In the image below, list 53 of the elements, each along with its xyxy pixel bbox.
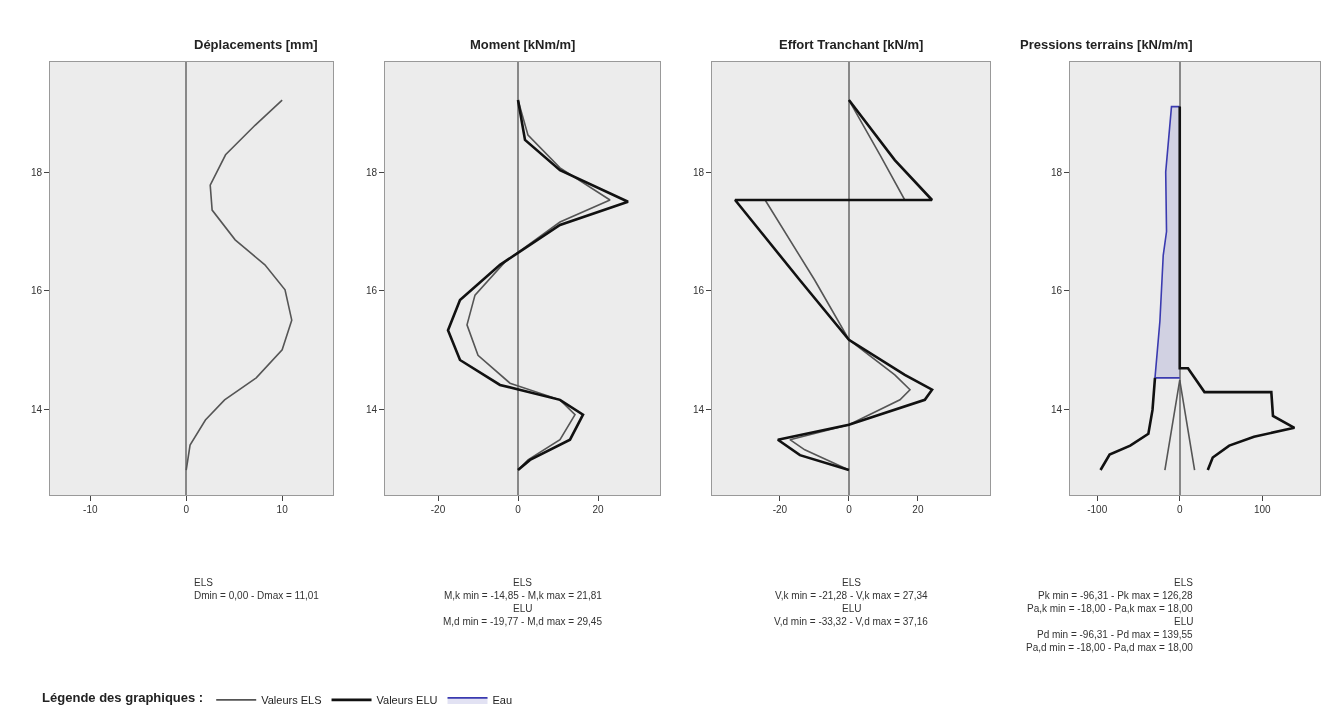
x-tick-label: -20 <box>772 504 788 515</box>
legend-title: Légende des graphiques : <box>42 690 204 706</box>
text: ELS <box>1174 577 1194 588</box>
y-tick-label: 16 <box>30 285 43 297</box>
legend-label: Valeurs ELU <box>376 694 438 707</box>
y-tick-label: 14 <box>365 404 378 416</box>
x-tick-label: 20 <box>912 504 924 515</box>
x-tick-label: 20 <box>592 504 604 515</box>
text: Pk min = -96,31 - Pk max = 126,28 <box>1038 590 1193 601</box>
text: ELU <box>513 603 533 614</box>
x-tick-label: 0 <box>183 504 190 515</box>
y-tick-label: 18 <box>30 166 43 178</box>
line-series <box>1178 105 1296 472</box>
y-tick-label: 14 <box>30 404 43 416</box>
x-tick-label: 0 <box>846 504 853 515</box>
y-tick-label: 18 <box>365 166 378 178</box>
x-tick-label: -20 <box>430 504 446 515</box>
text: ELS <box>194 577 214 588</box>
text: V,d min = -33,32 - V,d max = 37,16 <box>774 616 929 627</box>
x-tick-label: 0 <box>515 504 522 515</box>
line-series <box>733 98 934 472</box>
text: ELS <box>842 577 862 588</box>
text: ELU <box>1174 616 1194 627</box>
chart-title: Pressions terrains [kN/m/m] <box>1020 37 1193 52</box>
x-tick-label: 100 <box>1253 504 1272 515</box>
y-tick-label: 14 <box>692 404 705 416</box>
text: V,k min = -21,28 - V,k max = 27,34 <box>775 590 929 601</box>
text: M,d min = -19,77 - M,d max = 29,45 <box>443 616 603 627</box>
y-tick-label: 14 <box>1050 404 1063 416</box>
x-tick-label: -10 <box>83 504 98 515</box>
text: M,k min = -14,85 - M,k max = 21,81 <box>444 590 603 601</box>
x-tick-label: -100 <box>1087 504 1108 515</box>
y-tick-label: 16 <box>1050 285 1063 297</box>
chart-title: Effort Tranchant [kN/m] <box>779 37 924 52</box>
text: ELU <box>842 603 862 614</box>
text: Pa,k min = -18,00 - Pa,k max = 18,00 <box>1027 603 1194 614</box>
line-series <box>1099 376 1157 472</box>
y-tick-label: 18 <box>692 166 705 178</box>
text: Pa,d min = -18,00 - Pa,d max = 18,00 <box>1026 642 1194 653</box>
line-series <box>185 99 293 471</box>
chart-title: Moment [kNm/m] <box>470 37 576 52</box>
y-tick-label: 18 <box>1050 166 1063 178</box>
line-series <box>446 98 630 472</box>
text: ELS <box>513 577 533 588</box>
x-tick-label: 0 <box>1176 504 1183 515</box>
y-tick-label: 16 <box>365 285 378 297</box>
legend-label: Valeurs ELS <box>261 694 322 707</box>
text: Pd min = -96,31 - Pd max = 139,55 <box>1037 629 1194 640</box>
text: Dmin = 0,00 - Dmax = 11,01 <box>194 590 320 601</box>
legend-label: Eau <box>492 694 513 707</box>
x-tick-label: 10 <box>276 504 289 515</box>
chart-title: Déplacements [mm] <box>194 37 318 52</box>
y-tick-label: 16 <box>692 285 705 297</box>
